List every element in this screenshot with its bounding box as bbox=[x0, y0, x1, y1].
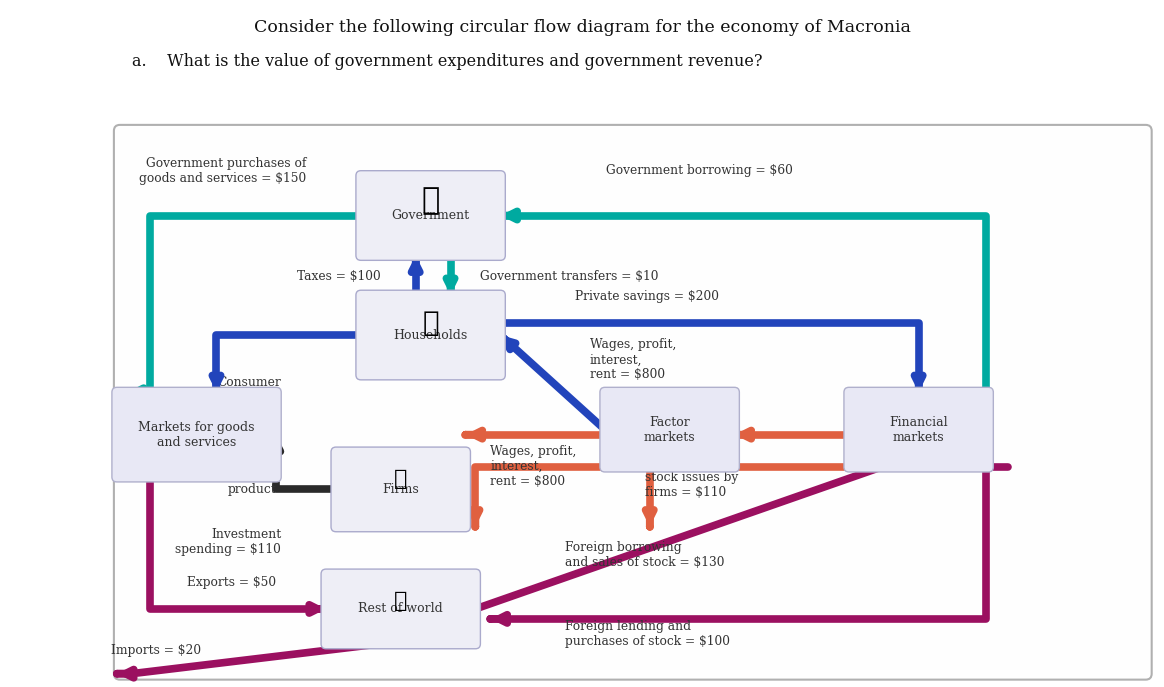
Text: 🌐: 🌐 bbox=[395, 591, 407, 611]
Text: Gross
domestic
product: Gross domestic product bbox=[220, 453, 276, 496]
Text: a.    What is the value of government expenditures and government revenue?: a. What is the value of government expen… bbox=[132, 53, 762, 70]
Text: Government: Government bbox=[391, 209, 470, 222]
Text: Private savings = $200: Private savings = $200 bbox=[575, 290, 719, 303]
Text: Government borrowing = $60: Government borrowing = $60 bbox=[606, 164, 793, 177]
Text: Factor
markets: Factor markets bbox=[644, 416, 695, 444]
FancyBboxPatch shape bbox=[356, 290, 505, 380]
Text: Government transfers = $10: Government transfers = $10 bbox=[481, 270, 659, 283]
Text: 🏢: 🏢 bbox=[395, 469, 407, 489]
Text: Consider the following circular flow diagram for the economy of Macronia: Consider the following circular flow dia… bbox=[254, 19, 910, 36]
Text: Government purchases of
goods and services = $150: Government purchases of goods and servic… bbox=[139, 157, 306, 185]
Text: Foreign borrowing
and sales of stock = $130: Foreign borrowing and sales of stock = $… bbox=[565, 541, 724, 569]
Text: Households: Households bbox=[393, 328, 468, 341]
Text: Imports = $20: Imports = $20 bbox=[112, 644, 201, 657]
FancyBboxPatch shape bbox=[599, 387, 739, 472]
Text: Rest of world: Rest of world bbox=[359, 602, 443, 616]
FancyBboxPatch shape bbox=[112, 387, 282, 482]
FancyBboxPatch shape bbox=[321, 569, 481, 649]
Text: Consumer
spending = $510: Consumer spending = $510 bbox=[176, 376, 282, 404]
Text: Firms: Firms bbox=[382, 483, 419, 496]
Text: Markets for goods
and services: Markets for goods and services bbox=[139, 420, 255, 449]
Text: Wages, profit,
interest,
rent = $800: Wages, profit, interest, rent = $800 bbox=[590, 339, 676, 381]
Text: Taxes = $100: Taxes = $100 bbox=[297, 270, 381, 283]
Text: Foreign lending and
purchases of stock = $100: Foreign lending and purchases of stock =… bbox=[565, 620, 730, 648]
Text: Investment
spending = $110: Investment spending = $110 bbox=[176, 528, 282, 556]
Text: ⛪: ⛪ bbox=[421, 186, 440, 215]
Text: Borrowing and
stock issues by
firms = $110: Borrowing and stock issues by firms = $1… bbox=[645, 456, 738, 499]
Text: Wages, profit,
interest,
rent = $800: Wages, profit, interest, rent = $800 bbox=[490, 445, 576, 488]
FancyBboxPatch shape bbox=[114, 125, 1151, 679]
FancyBboxPatch shape bbox=[356, 170, 505, 260]
FancyBboxPatch shape bbox=[844, 387, 993, 472]
FancyBboxPatch shape bbox=[331, 447, 470, 532]
Text: Financial
markets: Financial markets bbox=[889, 416, 947, 444]
Text: 🏠: 🏠 bbox=[423, 309, 439, 337]
Text: Exports = $50: Exports = $50 bbox=[187, 576, 276, 589]
